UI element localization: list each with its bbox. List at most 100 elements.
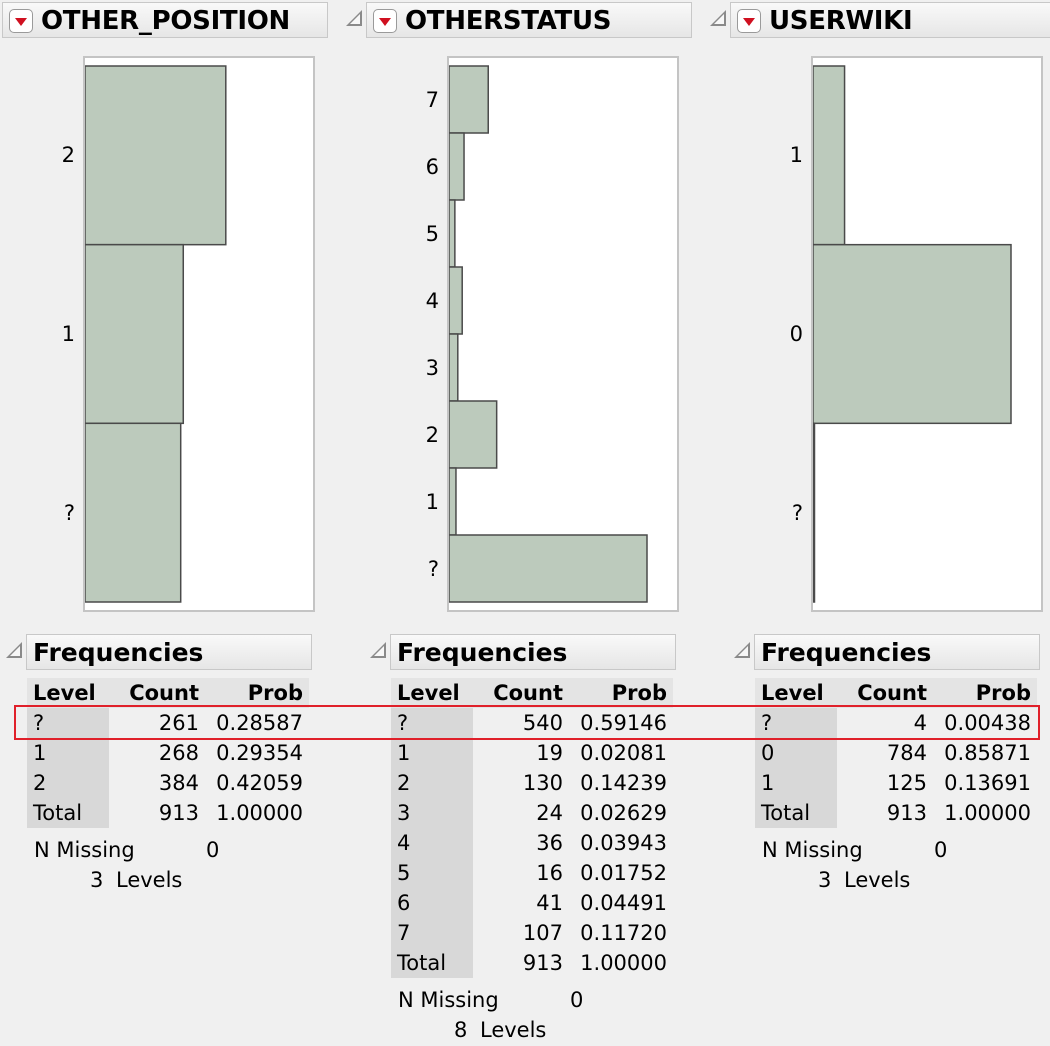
bar-1[interactable] [449,467,457,536]
prob-cell: 0.02081 [580,741,667,765]
column-header-prob[interactable]: Prob [933,678,1037,708]
axis-tick-label: 6 [425,154,439,179]
axis-tick-label: 1 [61,322,75,346]
prob-cell: 1.00000 [580,951,667,975]
disclosure-triangle-icon[interactable] [734,642,750,658]
bar-0[interactable] [813,243,1012,425]
table-row: Total 913 1.00000 [27,798,309,828]
highlight-box [14,705,1040,740]
level-cell: 6 [391,888,473,918]
n-missing-value: 0 [206,838,220,862]
column-header-count[interactable]: Count [109,678,205,708]
column-header-prob[interactable]: Prob [569,678,673,708]
count-cell: 913 [886,801,927,825]
column-header-prob[interactable]: Prob [205,678,309,708]
bar-5[interactable] [449,199,456,268]
bar-7[interactable] [449,65,489,134]
table-row: 1 19 0.02081 [391,738,673,768]
frequencies-header[interactable]: Frequencies [26,634,312,670]
count-cell: 261 [158,711,199,735]
table-row: Total 913 1.00000 [755,798,1037,828]
level-cell: ? [27,708,109,738]
column-header-level[interactable]: Level [391,678,473,708]
disclosure-triangle-icon[interactable] [710,10,726,26]
red-triangle-menu-icon[interactable] [373,9,397,33]
prob-cell: 0.59146 [580,711,667,735]
frequencies-header[interactable]: Frequencies [390,634,676,670]
prob-cell: 0.00438 [944,711,1031,735]
bar-missing[interactable] [449,534,648,603]
bar-2[interactable] [449,400,498,469]
prob-cell: 0.13691 [944,771,1031,795]
level-cell: ? [391,708,473,738]
prob-cell: 0.29354 [216,741,303,765]
table-row: ? 261 0.28587 [27,708,309,738]
axis-tick-label: 3 [425,355,439,380]
frequencies-title: Frequencies [761,638,932,667]
level-cell: Total [391,948,473,978]
count-cell: 125 [886,771,927,795]
table-row: Total 913 1.00000 [391,948,673,978]
frequencies-header[interactable]: Frequencies [754,634,1040,670]
prob-cell: 0.03943 [580,831,667,855]
red-triangle-menu-icon[interactable] [737,9,761,33]
prob-cell: 0.28587 [216,711,303,735]
count-cell: 41 [536,891,563,915]
panel-title: OTHER_POSITION [41,6,291,36]
level-cell: 1 [27,738,109,768]
count-cell: 24 [536,801,563,825]
axis-tick-label: ? [791,500,803,525]
table-row: 2 130 0.14239 [391,768,673,798]
prob-cell: 0.14239 [580,771,667,795]
bar-1[interactable] [813,65,846,246]
frequencies-table: Level Count Prob? 540 0.59146 1 19 0.02081 2 130 0… [391,678,673,978]
count-cell: 384 [158,771,199,795]
column-header-count[interactable]: Count [837,678,933,708]
column-header-level[interactable]: Level [755,678,837,708]
level-cell: 2 [27,768,109,798]
axis-tick-label: 2 [61,143,75,168]
panel-other-position: OTHER_POSITION Frequencies Level Count Pro… [0,0,340,1046]
n-missing-label: N Missing [398,988,499,1012]
bar-6[interactable] [449,132,465,201]
disclosure-triangle-icon[interactable] [6,642,22,658]
prob-cell: 0.02629 [580,801,667,825]
bar-3[interactable] [449,333,459,402]
column-header-level[interactable]: Level [27,678,109,708]
table-row: 0 784 0.85871 [755,738,1037,768]
table-row: ? 540 0.59146 [391,708,673,738]
prob-cell: 0.11720 [580,921,667,945]
red-triangle-menu-icon[interactable] [9,9,33,33]
count-cell: 540 [522,711,563,735]
table-row: ? 4 0.00438 [755,708,1037,738]
prob-cell: 1.00000 [216,801,303,825]
count-cell: 913 [522,951,563,975]
bar-chart-svg [85,65,227,603]
bar-1[interactable] [85,243,185,425]
prob-cell: 0.04491 [580,891,667,915]
levels-count: 3 [818,868,832,892]
bar-4[interactable] [449,266,463,335]
n-missing-label: N Missing [34,838,135,862]
disclosure-triangle-icon[interactable] [346,10,362,26]
count-cell: 4 [913,711,927,735]
count-cell: 16 [536,861,563,885]
column-header-count[interactable]: Count [473,678,569,708]
table-row: 1 268 0.29354 [27,738,309,768]
axis-tick-label: 7 [425,87,439,112]
frequencies-table: Level Count Prob? 4 0.00438 0 784 0.85871 1 125 0.… [755,678,1037,828]
frequencies-title: Frequencies [397,638,568,667]
levels-count: 8 [454,1018,468,1042]
n-missing-value: 0 [570,988,584,1012]
table-row: 2 384 0.42059 [27,768,309,798]
bar-missing[interactable] [813,422,816,603]
prob-cell: 1.00000 [944,801,1031,825]
bar-missing[interactable] [85,422,182,603]
table-row: 4 36 0.03943 [391,828,673,858]
panel-userwiki: USERWIKI Frequencies Level Count Prob? 4 0.0… [706,0,1050,1046]
disclosure-triangle-icon[interactable] [370,642,386,658]
panel-otherstatus: OTHERSTATUS Frequencies Level Count Prob? 5… [342,0,692,1046]
bar-2[interactable] [85,65,227,246]
level-cell: Total [27,798,109,828]
bar-chart [811,56,1043,612]
